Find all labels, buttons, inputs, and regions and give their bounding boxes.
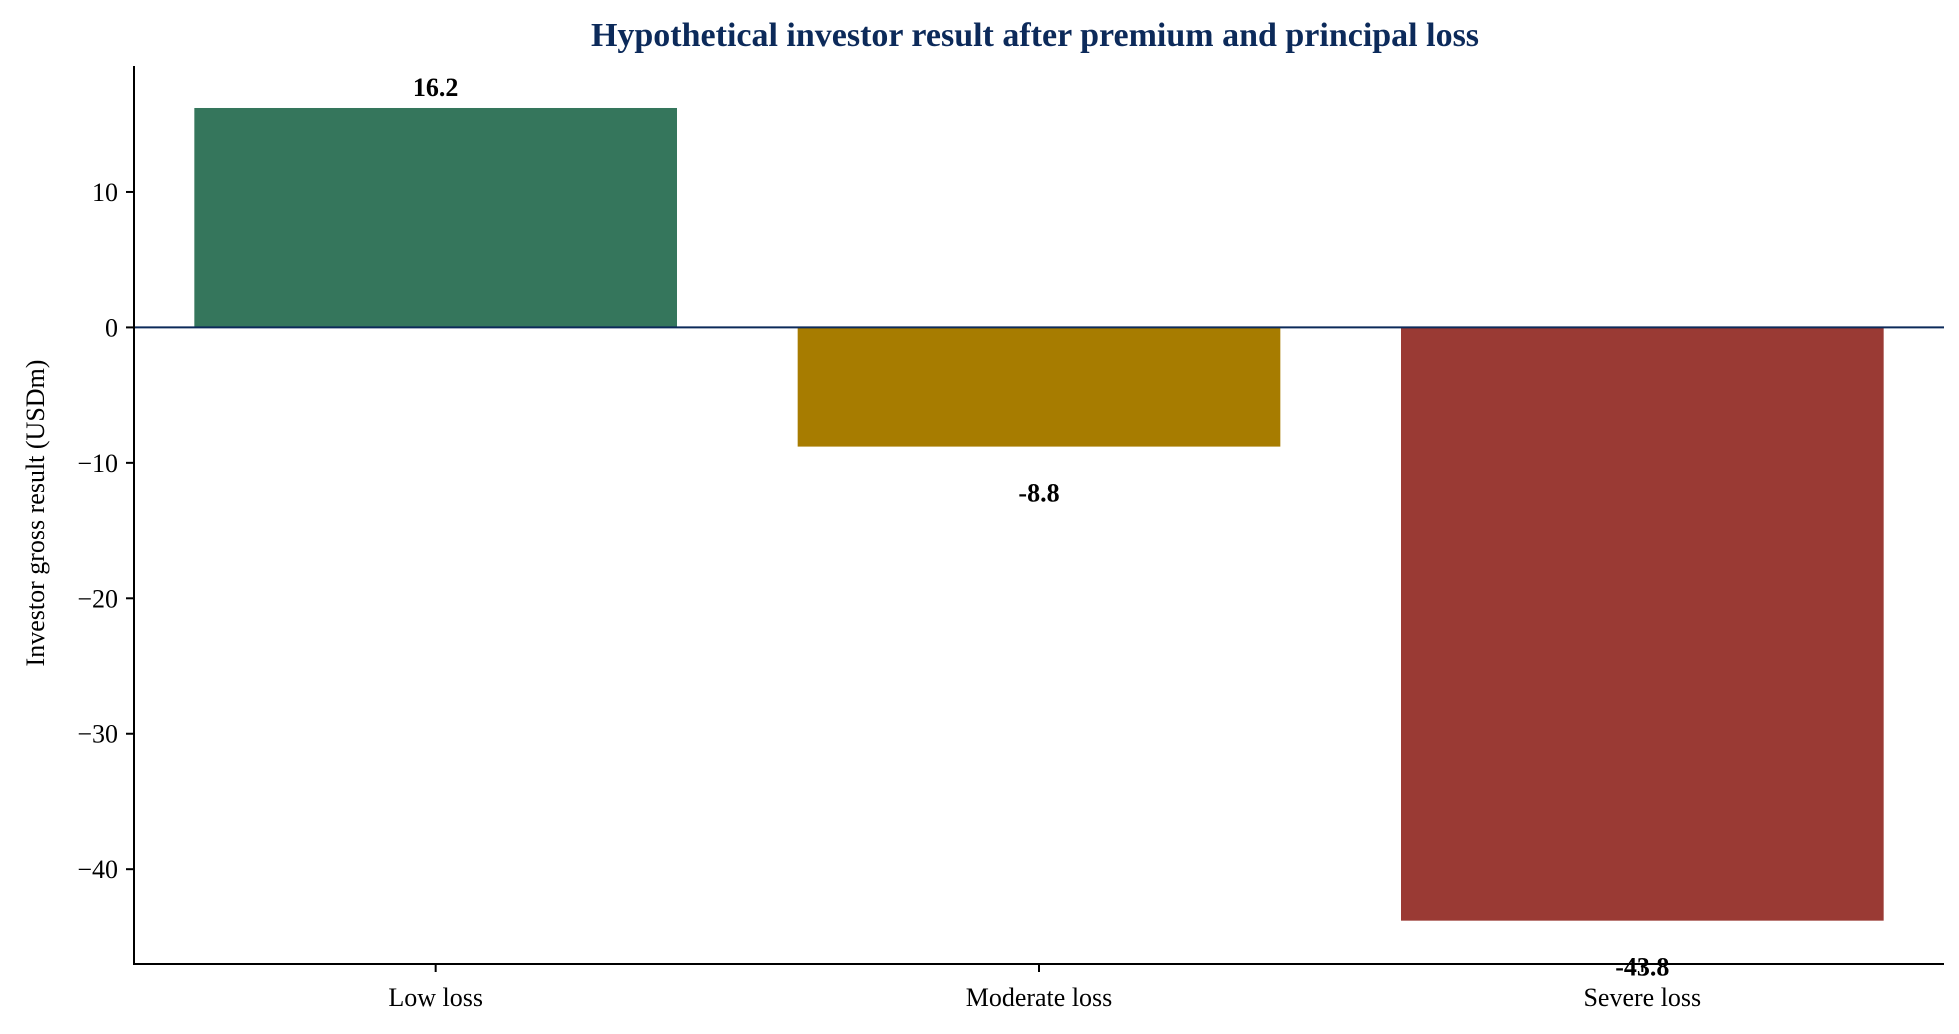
x-tick-label: Moderate loss bbox=[966, 983, 1113, 1012]
y-tick-label: −40 bbox=[77, 855, 118, 884]
y-tick-label: 10 bbox=[92, 178, 118, 207]
y-axis-ticks: 10 0 −10 −20 −30 −40 bbox=[77, 178, 134, 884]
y-tick-label: 0 bbox=[105, 313, 118, 342]
data-label: 16.2 bbox=[413, 73, 459, 102]
bars bbox=[194, 107, 1884, 921]
data-label: -8.8 bbox=[1018, 479, 1059, 508]
y-tick-label: −30 bbox=[77, 720, 118, 749]
x-tick-label: Low loss bbox=[388, 983, 483, 1012]
x-tick-label: Severe loss bbox=[1583, 983, 1701, 1012]
chart-title: Hypothetical investor result after premi… bbox=[591, 17, 1479, 54]
bar-low-loss bbox=[194, 107, 678, 328]
y-axis-label: Investor gross result (USDm) bbox=[21, 360, 50, 667]
bar-severe-loss bbox=[1401, 327, 1884, 921]
x-axis-ticks: Low loss Moderate loss Severe loss bbox=[388, 964, 1701, 1012]
bar-moderate-loss bbox=[797, 327, 1281, 447]
y-tick-label: −20 bbox=[77, 584, 118, 613]
y-tick-label: −10 bbox=[77, 449, 118, 478]
